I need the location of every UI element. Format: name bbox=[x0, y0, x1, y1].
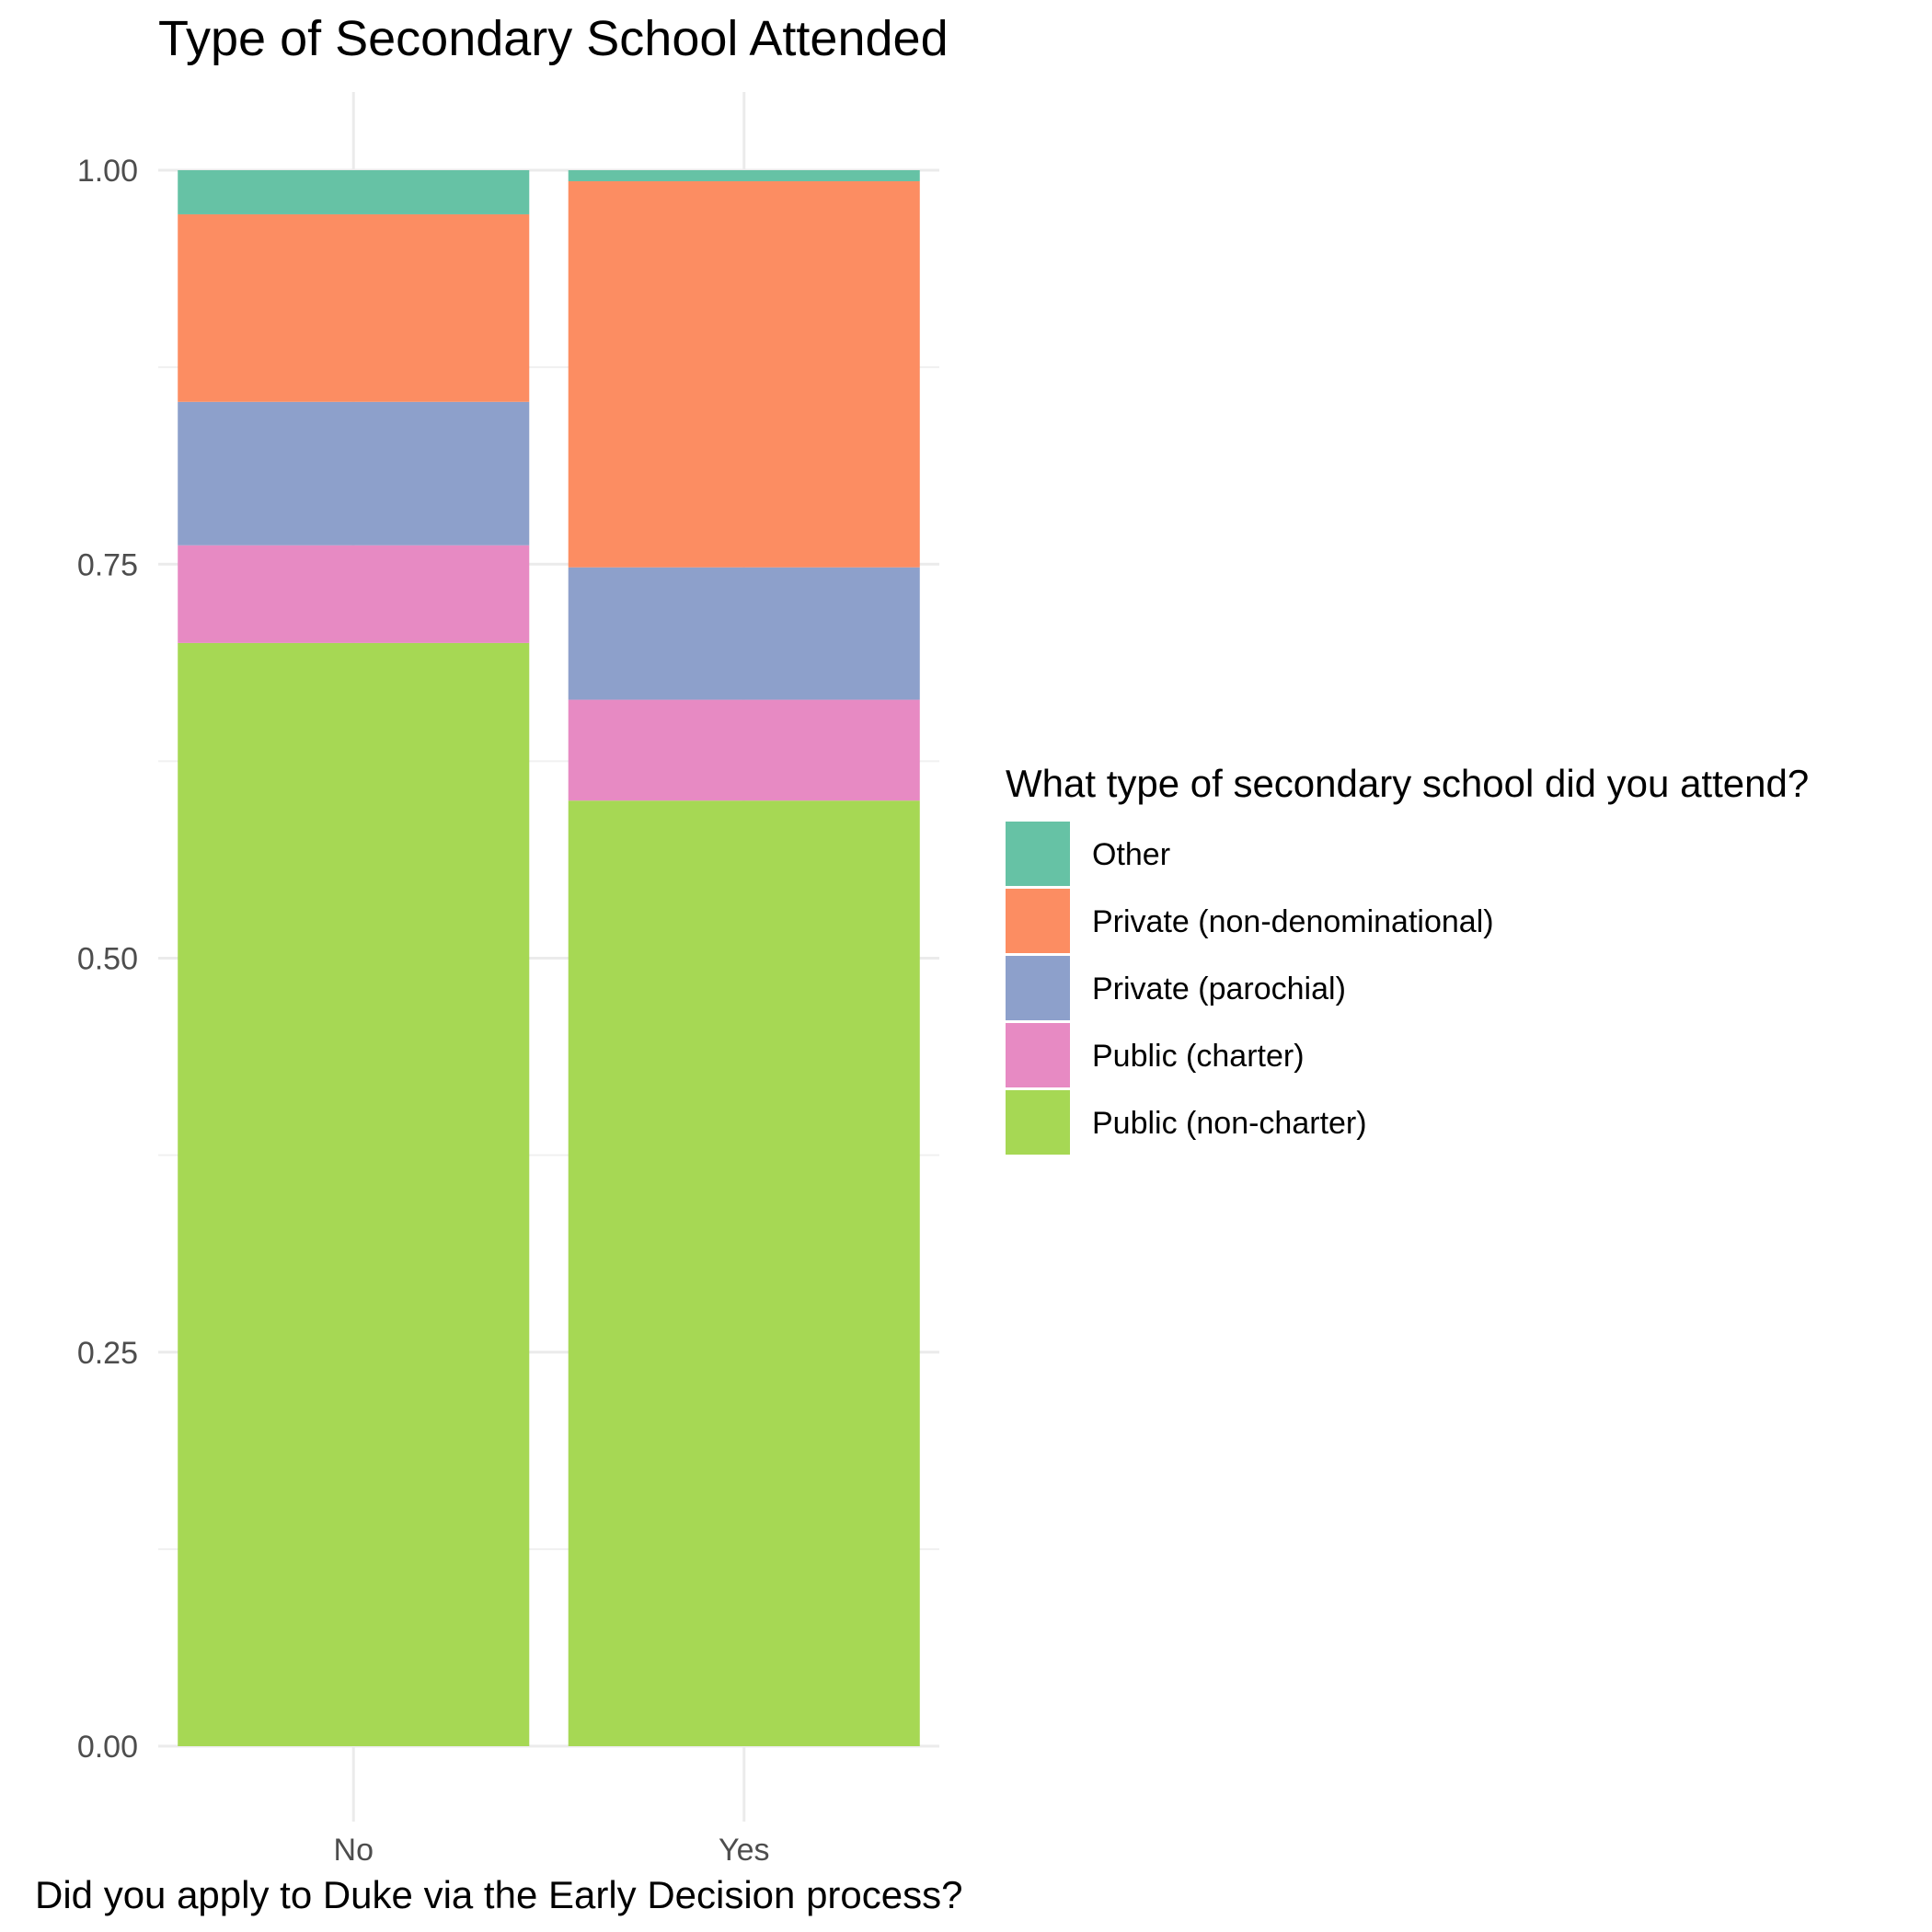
x-tick-label: No bbox=[334, 1833, 374, 1868]
legend-label: Public (non-charter) bbox=[1092, 1106, 1367, 1141]
bar-segment-no-other bbox=[178, 170, 530, 214]
y-tick-label: 1.00 bbox=[77, 154, 138, 189]
x-axis-title: Did you apply to Duke via the Early Deci… bbox=[35, 1873, 963, 1916]
legend-key bbox=[1006, 1090, 1070, 1155]
y-tick-label: 0.25 bbox=[77, 1336, 138, 1371]
legend-key bbox=[1006, 1023, 1070, 1087]
axes-layer: 0.00 0.25 0.50 0.75 1.00 No Yes bbox=[77, 154, 770, 1868]
y-tick-label: 0.75 bbox=[77, 547, 138, 582]
y-tick-label: 0.00 bbox=[77, 1730, 138, 1765]
legend-key bbox=[1006, 822, 1070, 886]
bar-segment-yes-public-non-charter bbox=[568, 800, 920, 1747]
legend-key bbox=[1006, 956, 1070, 1020]
legend-label: Private (non-denominational) bbox=[1092, 904, 1494, 939]
legend-label: Public (charter) bbox=[1092, 1039, 1305, 1074]
legend-label: Other bbox=[1092, 837, 1170, 872]
bars-layer bbox=[178, 170, 920, 1747]
bar-segment-yes-other bbox=[568, 170, 920, 181]
y-tick-label: 0.50 bbox=[77, 942, 138, 977]
bar-segment-yes-public-charter bbox=[568, 699, 920, 801]
bar-segment-no-public-charter bbox=[178, 545, 530, 643]
chart-title: Type of Secondary School Attended bbox=[158, 11, 949, 66]
legend: What type of secondary school did you at… bbox=[1006, 762, 1809, 1155]
bar-segment-no-private-parochial bbox=[178, 401, 530, 546]
legend-key bbox=[1006, 889, 1070, 953]
bar-segment-yes-private-non-denominational bbox=[568, 180, 920, 568]
bar-segment-no-private-non-denominational bbox=[178, 213, 530, 402]
legend-label: Private (parochial) bbox=[1092, 972, 1346, 1006]
legend-items: Other Private (non-denominational) Private… bbox=[1006, 822, 1494, 1155]
legend-title: What type of secondary school did you at… bbox=[1006, 762, 1809, 805]
bar-segment-no-public-non-charter bbox=[178, 642, 530, 1746]
x-tick-label: Yes bbox=[719, 1833, 769, 1868]
bar-segment-yes-private-parochial bbox=[568, 567, 920, 700]
